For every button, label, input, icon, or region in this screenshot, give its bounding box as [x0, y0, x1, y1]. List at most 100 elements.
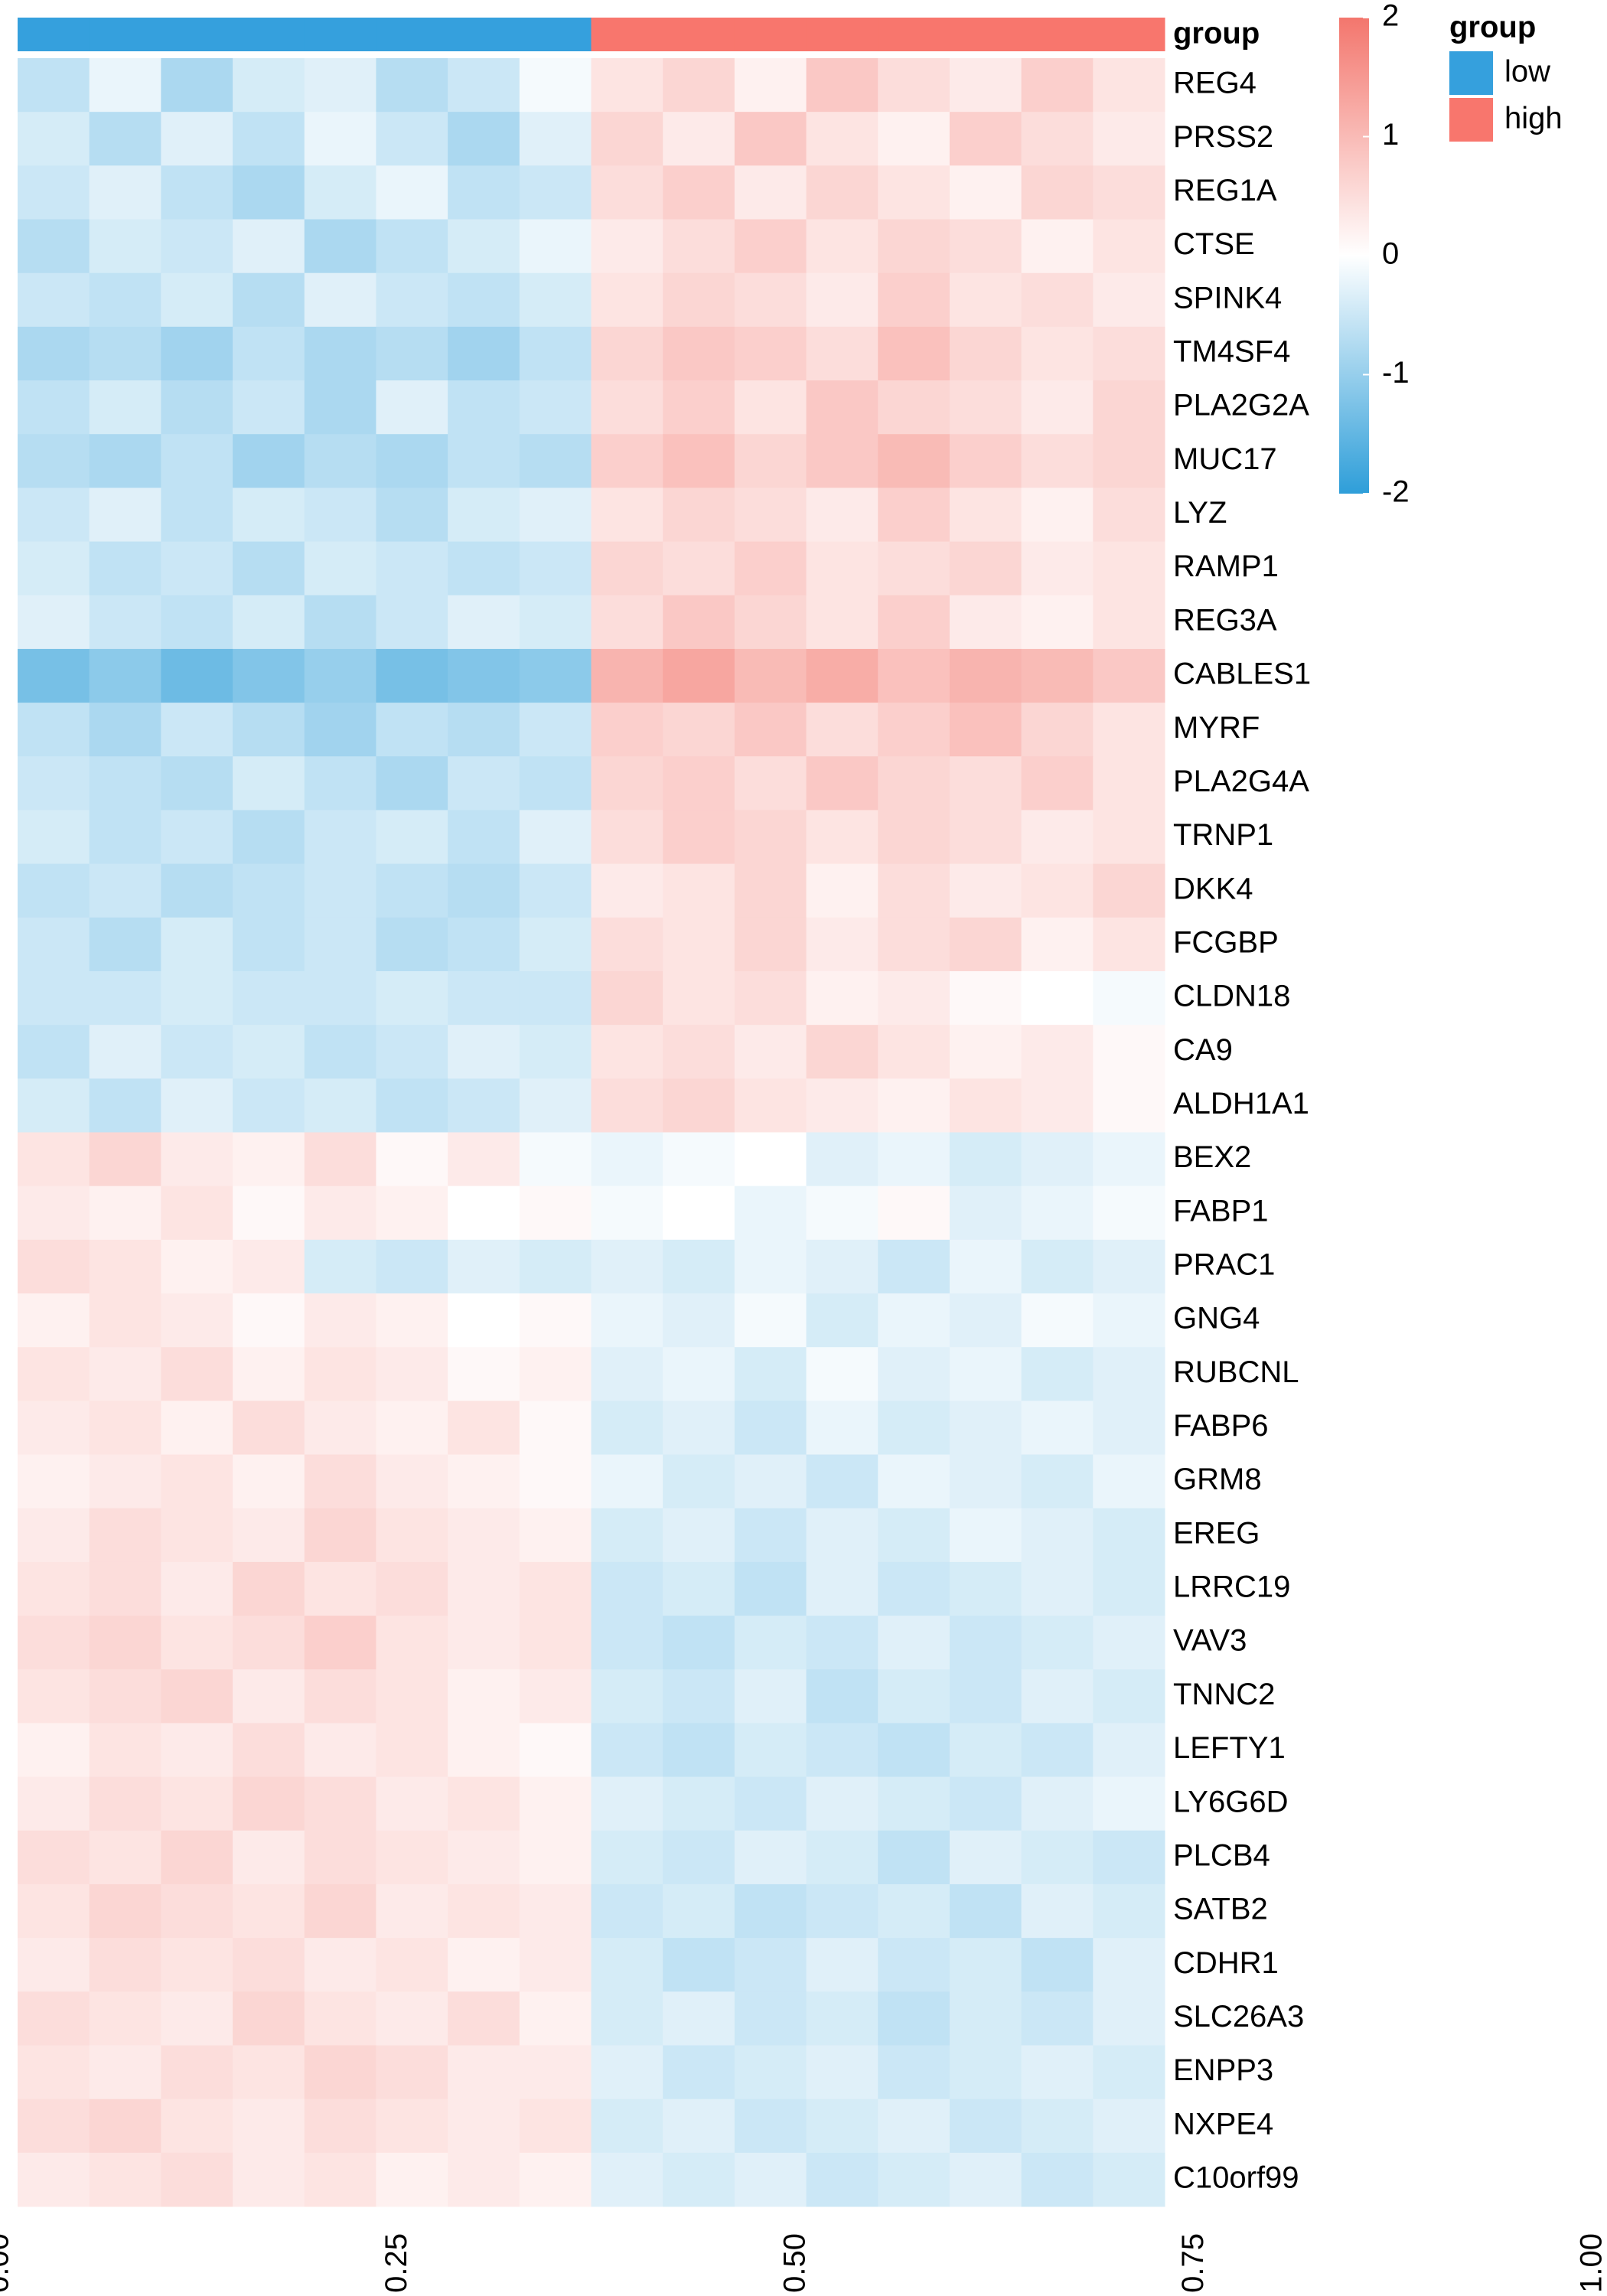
heat-cell — [591, 1723, 663, 1778]
heat-cell — [161, 2045, 233, 2100]
heat-cell — [734, 58, 807, 113]
heat-cell — [376, 541, 448, 596]
heat-cell — [663, 648, 735, 703]
heat-cell — [519, 2045, 592, 2100]
heat-cell — [448, 703, 520, 757]
heat-cell — [18, 1723, 90, 1778]
heat-cell — [949, 1347, 1022, 1401]
heat-cell — [519, 1239, 592, 1294]
heat-cell — [161, 703, 233, 757]
heat-cell — [1021, 1078, 1094, 1133]
heat-cell — [161, 272, 233, 328]
heat-cell — [949, 756, 1022, 810]
heat-cell — [89, 58, 161, 113]
heat-cell — [1021, 648, 1094, 703]
heat-cell — [734, 595, 807, 650]
heat-cell — [233, 488, 305, 543]
heat-cell — [878, 2099, 950, 2154]
heat-cell — [806, 1830, 878, 1885]
color-bar-label: 2 — [1382, 0, 1399, 33]
heat-cell — [519, 58, 592, 113]
heat-cell — [1021, 756, 1094, 810]
heat-cell — [949, 1723, 1022, 1778]
heat-cell — [734, 2152, 807, 2207]
heat-cell — [734, 1830, 807, 1885]
heat-cell — [806, 112, 878, 166]
heat-cell — [663, 1454, 735, 1509]
heat-cell — [304, 1347, 376, 1401]
heat-cell — [304, 1508, 376, 1563]
heat-cell — [18, 488, 90, 543]
heat-cell — [1093, 1508, 1165, 1563]
heat-cell — [663, 756, 735, 810]
heat-cell — [806, 58, 878, 113]
heat-cell — [734, 1938, 807, 1992]
heat-cell — [949, 595, 1022, 650]
row-label: BEX2 — [1173, 1140, 1251, 1174]
heat-cell — [448, 1454, 520, 1509]
heat-cell — [878, 112, 950, 166]
heat-cell — [663, 2152, 735, 2207]
heat-cell — [591, 810, 663, 865]
x-tick-label: 0.25 — [380, 2233, 413, 2293]
heat-cell — [663, 58, 735, 113]
heat-cell — [519, 756, 592, 810]
heat-cell — [89, 703, 161, 757]
heat-cell — [1093, 541, 1165, 596]
heat-cell — [161, 1132, 233, 1187]
heat-cell — [519, 488, 592, 543]
heat-cell — [161, 810, 233, 865]
heat-cell — [591, 2152, 663, 2207]
heat-cell — [448, 1186, 520, 1241]
heat-cell — [448, 112, 520, 166]
heat-cell — [663, 1991, 735, 2046]
heat-cell — [448, 1239, 520, 1294]
heat-cell — [376, 112, 448, 166]
heat-cell — [233, 756, 305, 810]
heat-cell — [806, 1616, 878, 1670]
heat-cell — [806, 1723, 878, 1778]
heat-cell — [663, 434, 735, 488]
heat-cell — [878, 810, 950, 865]
heat-cell — [519, 810, 592, 865]
heat-cell — [161, 2099, 233, 2154]
heat-cell — [304, 1669, 376, 1724]
heat-cell — [161, 1239, 233, 1294]
heat-cell — [949, 1508, 1022, 1563]
heat-cell — [89, 1454, 161, 1509]
heat-cell — [233, 1508, 305, 1563]
heat-cell — [18, 112, 90, 166]
heat-cell — [448, 219, 520, 274]
heat-cell — [161, 1186, 233, 1241]
heat-cell — [376, 1776, 448, 1831]
heat-cell — [1021, 1239, 1094, 1294]
heat-cell — [1021, 58, 1094, 113]
heat-cell — [591, 1561, 663, 1616]
heat-cell — [233, 326, 305, 381]
heat-cell — [663, 1830, 735, 1885]
annotation-cell — [376, 18, 448, 51]
heat-cell — [1093, 1239, 1165, 1294]
heat-cell — [591, 272, 663, 328]
heat-cell — [949, 2099, 1022, 2154]
heat-cell — [161, 165, 233, 220]
heat-cell — [233, 1186, 305, 1241]
heat-cell — [734, 1186, 807, 1241]
heat-cell — [89, 1186, 161, 1241]
heat-cell — [161, 1616, 233, 1670]
heat-cell — [806, 165, 878, 220]
heat-cell — [89, 434, 161, 488]
heat-cell — [806, 1991, 878, 2046]
heat-cell — [878, 272, 950, 328]
heat-cell — [806, 595, 878, 650]
heat-cell — [448, 648, 520, 703]
heat-cell — [448, 541, 520, 596]
heat-cell — [806, 648, 878, 703]
heat-cell — [89, 863, 161, 918]
heat-cell — [591, 1401, 663, 1456]
heat-cell — [663, 1347, 735, 1401]
heat-cell — [376, 1078, 448, 1133]
heat-cell — [663, 1401, 735, 1456]
heat-cell — [591, 1025, 663, 1079]
heat-cell — [89, 810, 161, 865]
